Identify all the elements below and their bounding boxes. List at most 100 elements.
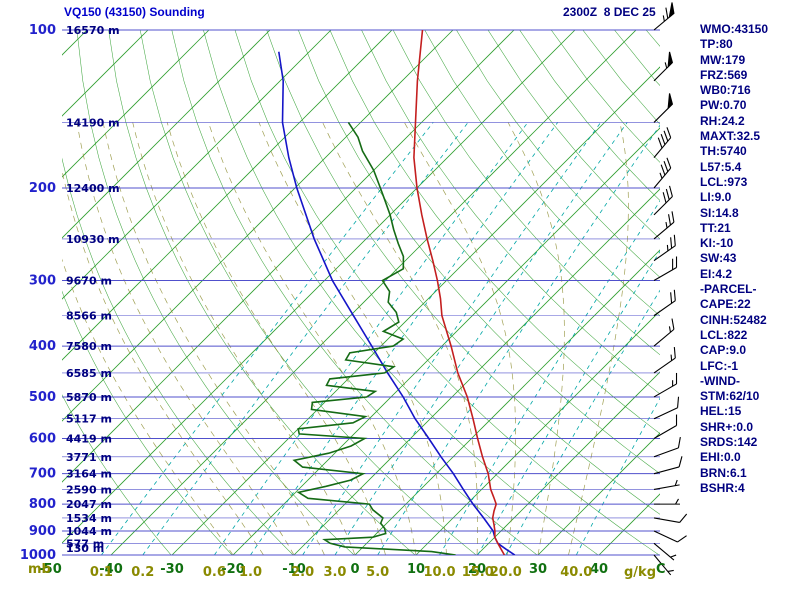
wind-barb	[653, 157, 672, 189]
pressure-tick-label: 1000	[20, 548, 56, 563]
height-label: 1044 m	[66, 525, 112, 538]
pressure-tick-label: 800	[29, 497, 56, 512]
stat-line: L57:5.4	[700, 159, 742, 174]
temp-tick-label: -40	[99, 562, 123, 577]
sounding-datetime: 2300Z 8 DEC 25	[563, 5, 656, 19]
stat-line: -PARCEL-	[700, 282, 757, 297]
wind-barb	[653, 185, 673, 216]
stat-line: BSHR:4	[700, 480, 745, 495]
stat-line: CAP:9.0	[700, 343, 747, 358]
wind-barb	[653, 347, 676, 374]
stat-line: CINH:52482	[700, 312, 767, 327]
mixing-ratio-tick-label: 15.0	[462, 565, 494, 580]
height-label: 9670 m	[66, 274, 112, 287]
pressure-tick-label: 700	[29, 467, 56, 482]
mixing-ratio-tick-label: 0.2	[131, 565, 154, 580]
stat-line: TP:80	[700, 37, 733, 52]
mixing-unit-label: g/kg	[624, 565, 656, 580]
stat-line: LCL:822	[700, 327, 748, 342]
stats-panel: WMO:43150 TP:80 MW:179 FRZ:569 WB0:716 PW:0.7…	[700, 22, 768, 496]
pressure-tick-label: 300	[29, 273, 56, 288]
height-label: 5117 m	[66, 413, 112, 426]
wind-barb	[653, 554, 674, 576]
temp-tick-label: -30	[160, 562, 184, 577]
temp-tick-label: 20	[468, 562, 486, 577]
isotherms	[62, 30, 660, 555]
wind-barb	[653, 530, 687, 543]
temperature-profile-line	[413, 30, 506, 555]
temp-tick-label: -50	[38, 562, 62, 577]
stat-line: EHI:0.0	[700, 450, 741, 465]
wind-barb	[653, 414, 678, 440]
wind-barb	[653, 93, 673, 123]
stat-line: PW:0.70	[700, 98, 747, 113]
wind-barb	[653, 2, 675, 31]
height-label: 4419 m	[66, 433, 112, 446]
mixing-ratio-lines	[101, 122, 660, 555]
stat-line: TT:21	[700, 220, 731, 235]
height-label: 8566 m	[66, 310, 112, 323]
dry-adiabats	[62, 30, 660, 555]
height-label: 2590 m	[66, 483, 112, 496]
wind-barb	[653, 289, 676, 317]
pressure-gridlines	[62, 29, 660, 556]
stat-line: LFC:-1	[700, 358, 738, 373]
wind-barb	[653, 51, 673, 82]
temp-unit-label: C	[656, 562, 666, 577]
stat-line: -WIND-	[700, 373, 740, 388]
height-label: 5870 m	[66, 391, 112, 404]
mixing-ratio-tick-label: 10.0	[423, 565, 455, 580]
wind-barb	[653, 396, 680, 420]
height-label: 3164 m	[66, 468, 112, 481]
stat-line: LI:9.0	[700, 190, 732, 205]
wind-barb	[653, 456, 683, 475]
stat-line: RH:24.2	[700, 113, 745, 128]
pressure-tick-label: 600	[29, 432, 56, 447]
stat-line: FRZ:569	[700, 67, 748, 82]
pressure-unit-label: mb	[28, 562, 51, 577]
temp-tick-label: -10	[282, 562, 306, 577]
sounding-title: VQ150 (43150) Sounding	[64, 5, 205, 19]
mixing-ratio-tick-label: 0.6	[203, 565, 226, 580]
temp-tick-label: 0	[350, 562, 359, 577]
temp-tick-label: -20	[221, 562, 245, 577]
pressure-tick-label: 900	[29, 524, 56, 539]
dewpoint-profile-line	[292, 121, 456, 555]
mixing-ratio-tick-label: 2.0	[291, 565, 314, 580]
height-label: 14190 m	[66, 116, 120, 129]
height-label: 16570 m	[66, 24, 120, 37]
temp-tick-label: 30	[529, 562, 547, 577]
mixing-ratio-tick-label: 5.0	[366, 565, 389, 580]
stat-line: CAPE:22	[700, 297, 751, 312]
height-label: 7580 m	[66, 340, 112, 353]
wind-barb	[653, 127, 672, 158]
stat-line: TH:5740	[700, 144, 747, 159]
temp-tick-label: 10	[407, 562, 425, 577]
wind-barb	[653, 318, 675, 347]
wind-barb	[653, 256, 678, 281]
stat-line: MW:179	[700, 52, 746, 67]
mixing-ratio-tick-label: 3.0	[323, 565, 346, 580]
height-label: 12400 m	[66, 182, 120, 195]
wind-barb	[653, 211, 675, 240]
height-label: 577 m	[66, 537, 104, 550]
wind-barb	[653, 479, 680, 490]
stat-line: WB0:716	[700, 83, 751, 98]
pressure-tick-label: 500	[29, 390, 56, 405]
stat-line: SW:43	[700, 251, 737, 266]
stat-line: MAXT:32.5	[700, 129, 761, 144]
stat-line: LCL:973	[700, 174, 748, 189]
stat-line: STM:62/10	[700, 389, 760, 404]
wind-barb	[653, 542, 677, 561]
stat-line: BRN:6.1	[700, 465, 747, 480]
stat-line: SHR+:0.0	[700, 419, 754, 434]
wind-barb	[653, 436, 681, 458]
height-label: 130 m	[66, 542, 104, 555]
height-label: 2047 m	[66, 498, 112, 511]
height-label: 3771 m	[66, 451, 112, 464]
wind-barb	[653, 372, 678, 398]
mixing-ratio-tick-label: 0.1	[90, 565, 113, 580]
wind-barb	[653, 513, 688, 524]
wind-barbs	[653, 2, 688, 576]
